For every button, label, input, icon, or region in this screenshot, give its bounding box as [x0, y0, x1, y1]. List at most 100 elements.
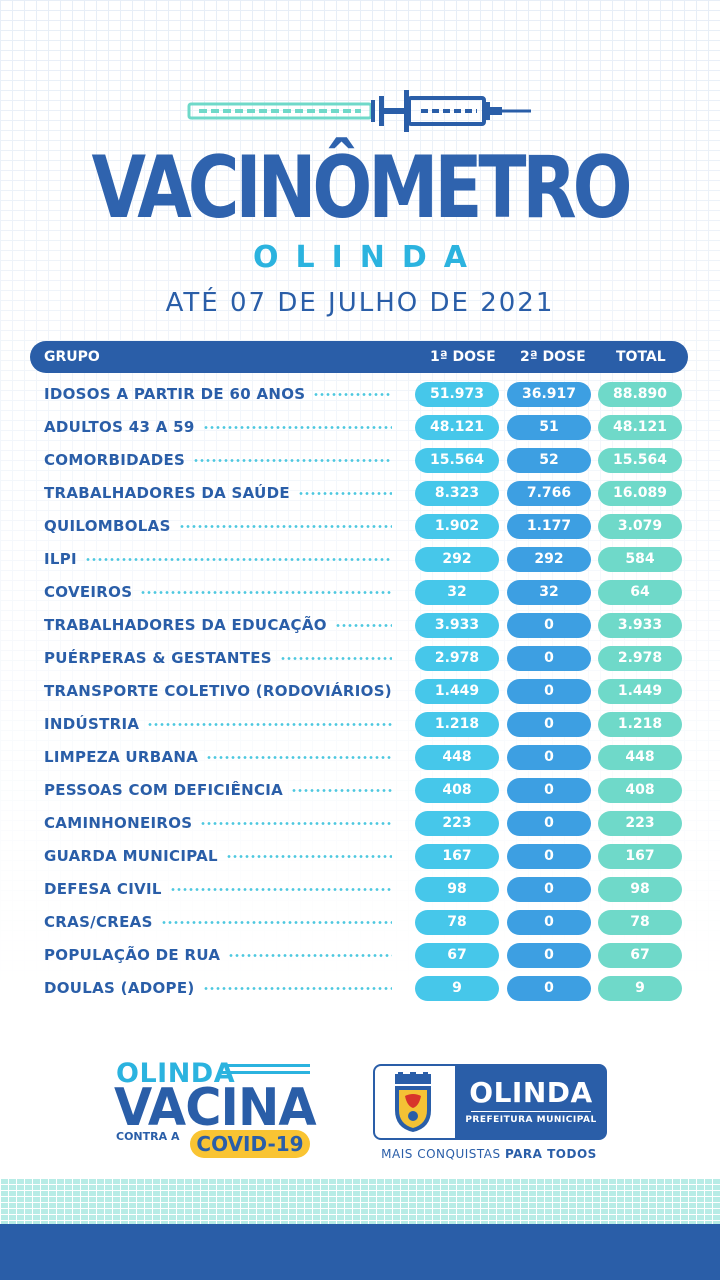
dose2-value: 52 — [507, 448, 591, 473]
total-value: 584 — [598, 547, 682, 572]
group-name: CAMINHONEIROS — [44, 814, 193, 832]
total-value: 48.121 — [598, 415, 682, 440]
total-value: 9 — [598, 976, 682, 1001]
total-value: 15.564 — [598, 448, 682, 473]
group-name: QUILOMBOLAS — [44, 517, 171, 535]
table-row: IDOSOS A PARTIR DE 60 ANOS 51.973 36.917… — [0, 379, 720, 412]
prefeitura-name: OLINDA — [469, 1076, 593, 1109]
group-name: PUÉRPERAS & GESTANTES — [44, 649, 272, 667]
dotted-leader — [291, 788, 392, 792]
dose2-value: 0 — [507, 613, 591, 638]
dose2-value: 36.917 — [507, 382, 591, 407]
dose1-value: 448 — [415, 745, 499, 770]
dose1-value: 1.449 — [415, 679, 499, 704]
dose1-value: 292 — [415, 547, 499, 572]
group-name: POPULAÇÃO DE RUA — [44, 946, 221, 964]
row-label: COMORBIDADES — [44, 451, 414, 469]
dotted-leader — [225, 854, 392, 858]
dose1-value: 98 — [415, 877, 499, 902]
row-label: TRABALHADORES DA SAÚDE — [44, 484, 414, 502]
total-value: 98 — [598, 877, 682, 902]
dotted-leader — [140, 590, 392, 594]
dotted-leader — [178, 524, 392, 528]
table-row: COMORBIDADES 15.564 52 15.564 — [0, 445, 720, 478]
total-value: 167 — [598, 844, 682, 869]
group-name: DEFESA CIVIL — [44, 880, 162, 898]
dose1-value: 51.973 — [415, 382, 499, 407]
group-name: ILPI — [44, 550, 77, 568]
dotted-leader — [193, 458, 392, 462]
total-value: 448 — [598, 745, 682, 770]
dose1-value: 1.218 — [415, 712, 499, 737]
total-value: 16.089 — [598, 481, 682, 506]
group-name: COMORBIDADES — [44, 451, 186, 469]
total-value: 223 — [598, 811, 682, 836]
row-label: PESSOAS COM DEFICIÊNCIA — [44, 781, 414, 799]
dotted-leader — [228, 953, 392, 957]
total-value: 78 — [598, 910, 682, 935]
footer-pattern-band — [0, 1178, 720, 1224]
logo-vacina-text: VACINA — [114, 1078, 317, 1138]
total-value: 3.079 — [598, 514, 682, 539]
group-name: PESSOAS COM DEFICIÊNCIA — [44, 781, 284, 799]
coat-of-arms-icon — [395, 1072, 431, 1132]
table-row: POPULAÇÃO DE RUA 67 0 67 — [0, 940, 720, 973]
dotted-leader — [279, 656, 392, 660]
dose2-value: 32 — [507, 580, 591, 605]
column-header-dose2: 2ª DOSE — [520, 349, 586, 365]
column-header-grupo: GRUPO — [44, 349, 100, 365]
total-value: 2.978 — [598, 646, 682, 671]
row-label: QUILOMBOLAS — [44, 517, 414, 535]
table-row: TRANSPORTE COLETIVO (RODOVIÁRIOS) 1.449 … — [0, 676, 720, 709]
group-name: LIMPEZA URBANA — [44, 748, 199, 766]
table-row: TRABALHADORES DA EDUCAÇÃO 3.933 0 3.933 — [0, 610, 720, 643]
table-row: DOULAS (ADOPE) 9 0 9 — [0, 973, 720, 1006]
table-header: GRUPO 1ª DOSE 2ª DOSE TOTAL — [30, 341, 688, 373]
table-row: COVEIROS 32 32 64 — [0, 577, 720, 610]
dotted-leader — [206, 755, 392, 759]
dose2-value: 0 — [507, 877, 591, 902]
dose2-value: 0 — [507, 679, 591, 704]
logo-olinda-text: OLINDA — [116, 1058, 236, 1089]
table-row: QUILOMBOLAS 1.902 1.177 3.079 — [0, 511, 720, 544]
group-name: COVEIROS — [44, 583, 133, 601]
group-name: TRABALHADORES DA EDUCAÇÃO — [44, 616, 327, 634]
syringe-icon — [187, 90, 531, 132]
dose2-value: 0 — [507, 943, 591, 968]
total-value: 1.449 — [598, 679, 682, 704]
table-row: GUARDA MUNICIPAL 167 0 167 — [0, 841, 720, 874]
dotted-leader — [297, 491, 392, 495]
dotted-leader — [169, 887, 392, 891]
table-row: PUÉRPERAS & GESTANTES 2.978 0 2.978 — [0, 643, 720, 676]
dose1-value: 15.564 — [415, 448, 499, 473]
table-row: TRABALHADORES DA SAÚDE 8.323 7.766 16.08… — [0, 478, 720, 511]
dose2-value: 0 — [507, 976, 591, 1001]
group-name: ADULTOS 43 A 59 — [44, 418, 195, 436]
group-name: TRABALHADORES DA SAÚDE — [44, 484, 290, 502]
date-label: ATÉ 07 DE JULHO DE 2021 — [165, 288, 555, 318]
dotted-leader — [313, 392, 392, 396]
dose2-value: 1.177 — [507, 514, 591, 539]
group-name: IDOSOS A PARTIR DE 60 ANOS — [44, 385, 306, 403]
logo-lines — [222, 1064, 310, 1078]
total-value: 1.218 — [598, 712, 682, 737]
dose1-value: 2.978 — [415, 646, 499, 671]
dose2-value: 0 — [507, 745, 591, 770]
tagline-plain: MAIS CONQUISTAS — [381, 1147, 505, 1161]
dotted-leader — [200, 821, 392, 825]
dose2-value: 7.766 — [507, 481, 591, 506]
logo-contra-text: CONTRA A — [116, 1130, 180, 1143]
table-row: LIMPEZA URBANA 448 0 448 — [0, 742, 720, 775]
dotted-leader — [160, 920, 392, 924]
dotted-leader — [147, 722, 392, 726]
dose1-value: 78 — [415, 910, 499, 935]
total-value: 88.890 — [598, 382, 682, 407]
row-label: CAMINHONEIROS — [44, 814, 414, 832]
dotted-leader — [334, 623, 392, 627]
row-label: INDÚSTRIA — [44, 715, 414, 733]
table-row: INDÚSTRIA 1.218 0 1.218 — [0, 709, 720, 742]
row-label: GUARDA MUNICIPAL — [44, 847, 414, 865]
total-value: 408 — [598, 778, 682, 803]
row-label: DEFESA CIVIL — [44, 880, 414, 898]
row-label: ILPI — [44, 550, 414, 568]
